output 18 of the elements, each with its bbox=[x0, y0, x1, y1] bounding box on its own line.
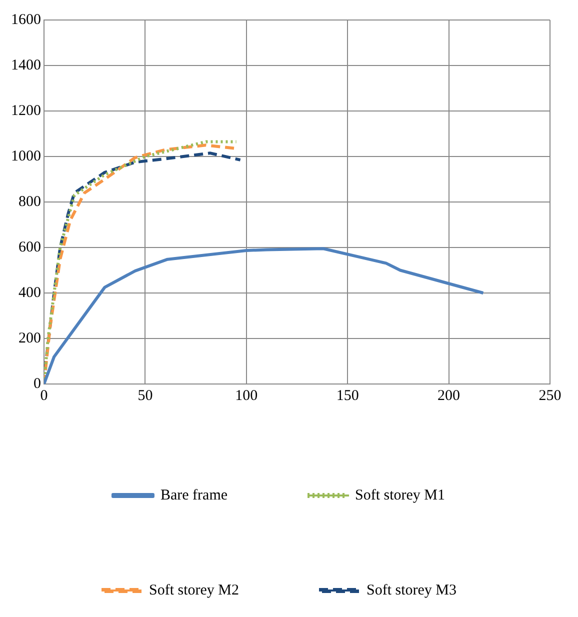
legend-label: Soft storey M2 bbox=[149, 582, 239, 598]
legend-label: Bare frame bbox=[160, 487, 228, 504]
x-tick-label: 100 bbox=[235, 388, 258, 404]
y-tick-label: 400 bbox=[18, 284, 41, 301]
y-tick-label: 800 bbox=[18, 194, 41, 210]
x-tick-label: 150 bbox=[336, 388, 359, 404]
y-tick-label: 1000 bbox=[11, 148, 41, 164]
y-tick-label: 0 bbox=[34, 376, 41, 392]
y-tick-label: 600 bbox=[18, 239, 41, 256]
y-tick-label: 1400 bbox=[11, 57, 41, 74]
x-tick-label: 200 bbox=[438, 388, 460, 404]
y-tick-label: 200 bbox=[18, 330, 41, 346]
x-tick-label: 50 bbox=[138, 388, 153, 404]
y-tick-label: 1600 bbox=[11, 12, 41, 28]
x-tick-label: 250 bbox=[538, 388, 562, 404]
legend-label: Soft storey M3 bbox=[366, 582, 456, 598]
legend-label: Soft storey M1 bbox=[355, 487, 446, 504]
y-tick-label: 1200 bbox=[11, 102, 41, 119]
